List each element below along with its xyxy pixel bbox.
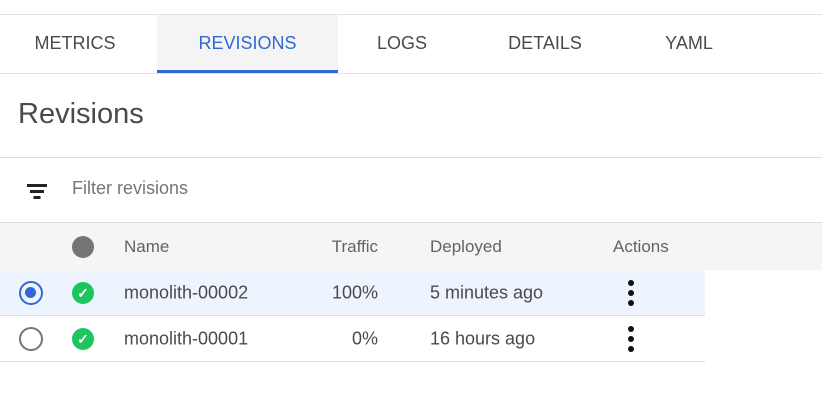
row-select-radio[interactable] [19, 280, 43, 305]
check-circle-icon: ✓ [72, 281, 94, 304]
status-header-icon [72, 235, 94, 258]
table-header: Name Traffic Deployed Actions [0, 223, 822, 270]
header-deployed[interactable]: Deployed [430, 236, 502, 256]
filter-revisions-input[interactable] [72, 178, 472, 199]
header-name[interactable]: Name [124, 236, 170, 256]
deployed-value: 16 hours ago [430, 328, 536, 348]
tab-details[interactable]: DETAILS [508, 33, 582, 53]
tab-metrics[interactable]: METRICS [34, 33, 116, 53]
revision-name[interactable]: monolith-00002 [124, 282, 249, 302]
more-vert-icon[interactable] [625, 279, 637, 306]
traffic-value: 0% [351, 328, 378, 348]
header-actions: Actions [613, 236, 669, 256]
header-traffic[interactable]: Traffic [331, 236, 378, 256]
tab-bar: METRICS REVISIONS LOGS DETAILS YAML [0, 14, 822, 74]
tab-yaml[interactable]: YAML [665, 33, 713, 53]
page-title: Revisions [18, 98, 144, 130]
row-select-radio[interactable] [19, 326, 43, 351]
table-row[interactable]: ✓ monolith-00002 100% 5 minutes ago [0, 270, 705, 316]
more-vert-icon[interactable] [625, 325, 637, 352]
filter-icon[interactable] [26, 182, 48, 200]
tab-logs[interactable]: LOGS [376, 33, 428, 53]
check-circle-icon: ✓ [72, 327, 94, 350]
tab-revisions[interactable]: REVISIONS [157, 15, 338, 73]
filter-bar [0, 157, 822, 223]
traffic-value: 100% [331, 282, 378, 302]
table-row[interactable]: ✓ monolith-00001 0% 16 hours ago [0, 316, 705, 362]
revision-name[interactable]: monolith-00001 [124, 328, 249, 348]
deployed-value: 5 minutes ago [430, 282, 544, 302]
